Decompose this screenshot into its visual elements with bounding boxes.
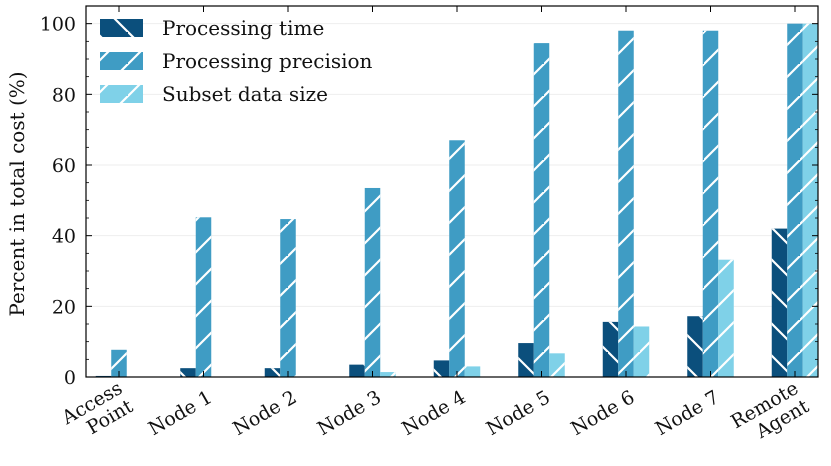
x-tick-label-line: Node 1 [145, 386, 216, 440]
x-tick-label: Node 1 [145, 386, 216, 440]
bar-hatch [364, 187, 381, 377]
bar-hatch [618, 30, 634, 377]
x-tick-label: Node 3 [314, 386, 385, 440]
bar-hatch [533, 43, 550, 377]
y-tick-label: 80 [52, 84, 76, 106]
x-tick-label-line: Node 7 [652, 386, 723, 440]
x-tick-label: Node 4 [398, 386, 469, 440]
x-tick-label: Node 2 [229, 386, 300, 440]
bar-hatch [464, 366, 481, 377]
plot-frame [85, 5, 819, 378]
legend-label: Subset data size [162, 82, 328, 106]
bar-hatch [633, 326, 650, 377]
bar-hatch [449, 140, 465, 377]
x-tick-label: Node 6 [567, 386, 638, 440]
legend-label: Processing time [162, 16, 324, 40]
bar-hatch [702, 30, 719, 377]
x-tick-label-line: Node 3 [314, 386, 385, 440]
bar-hatch [687, 316, 703, 377]
bar-hatch [771, 228, 788, 377]
bar-hatch [195, 217, 212, 377]
legend-swatch-hatch [100, 85, 143, 103]
x-tick-label-line: Node 4 [398, 386, 469, 440]
y-tick-label: 100 [40, 14, 76, 36]
legend-swatch-hatch [100, 19, 143, 37]
bars [95, 23, 819, 378]
bar-hatch [380, 372, 396, 377]
bar-hatch [549, 353, 565, 377]
y-tick-label: 60 [52, 155, 76, 177]
y-tick-label: 20 [52, 296, 76, 318]
bar-hatch [718, 259, 734, 377]
bar-hatch [518, 343, 534, 377]
bar-hatch [349, 364, 365, 377]
y-axis-label: Percent in total cost (%) [5, 71, 29, 316]
bar-hatch [180, 368, 196, 377]
bar-hatch [280, 219, 296, 377]
legend-label: Processing precision [162, 49, 373, 73]
x-tick-label-line: Node 2 [229, 386, 300, 440]
legend-swatch-hatch [100, 52, 143, 70]
bar-hatch [111, 349, 127, 377]
bar-hatch [433, 360, 450, 377]
bar-hatch [802, 23, 819, 378]
x-tick-label: RemoteAgent [727, 377, 813, 451]
x-tick-label-line: Node 6 [567, 386, 638, 440]
bar-hatch [787, 23, 803, 378]
y-tick-label: 40 [52, 226, 76, 248]
y-tick-label: 0 [64, 367, 76, 389]
bar-hatch [264, 368, 281, 377]
x-tick-label: Node 7 [652, 386, 723, 440]
legend: Processing time Processing precision Subse… [100, 16, 373, 106]
x-tick-label-line: Node 5 [483, 386, 554, 440]
x-tick-label: Node 5 [483, 386, 554, 440]
bar-hatch [602, 321, 619, 377]
